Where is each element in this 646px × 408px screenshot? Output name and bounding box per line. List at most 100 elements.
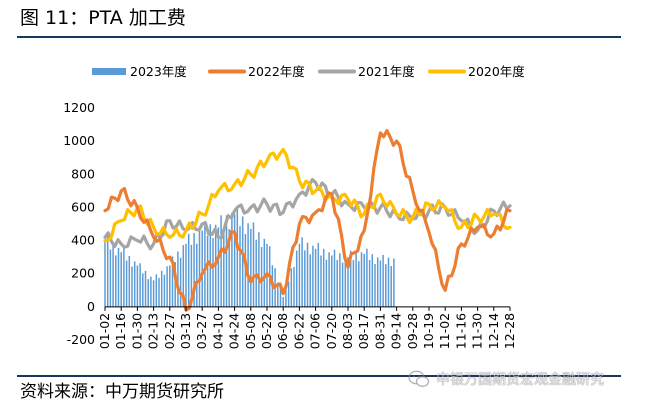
bar [120, 252, 122, 307]
bar [204, 220, 206, 307]
bar [368, 260, 371, 307]
x-tick-label: 08-03 [340, 313, 355, 349]
x-tick-label: 05-08 [243, 313, 258, 349]
legend-label-2020: 2020年度 [468, 64, 525, 79]
x-tick-label: 02-27 [162, 313, 177, 349]
bar [301, 237, 303, 307]
wechat-icon [408, 370, 430, 387]
x-axis: 01-02 01-16 01-30 02-13 02-27 03-13 03-27 04-10… [97, 306, 517, 349]
legend-label-2022: 2022年度 [248, 64, 305, 79]
bar [220, 215, 222, 307]
watermark: 申银万国期货宏观金融研究 [408, 366, 638, 392]
bar [206, 235, 209, 307]
bar [341, 262, 344, 307]
line-2022 [103, 128, 512, 312]
x-tick-label: 01-16 [113, 313, 128, 349]
footer-rule [17, 375, 621, 377]
bar [366, 248, 368, 307]
x-tick-label: 05-22 [259, 313, 274, 349]
x-tick-label: 07-06 [308, 313, 323, 349]
x-tick-label: 01-30 [129, 313, 144, 349]
bar [158, 277, 160, 307]
bar [193, 233, 195, 307]
x-tick-label: 12-14 [486, 313, 501, 349]
bar [339, 253, 341, 307]
title-rule [17, 36, 621, 38]
bar [179, 257, 182, 307]
x-tick-label: 09-28 [405, 313, 420, 349]
legend-swatch-2023 [92, 68, 126, 75]
bar [212, 237, 214, 307]
bar [279, 287, 282, 307]
y-tick-label: -200 [67, 332, 95, 347]
bar [139, 263, 141, 307]
bar [293, 266, 295, 307]
bar [387, 257, 390, 307]
bar [349, 250, 352, 307]
bar [239, 226, 241, 307]
bar [125, 260, 128, 307]
y-tick-label: 800 [71, 166, 95, 181]
x-tick-label: 08-17 [356, 313, 371, 349]
y-tick-label: 1200 [63, 100, 95, 115]
bar [322, 248, 325, 307]
bar [371, 254, 374, 307]
bar [252, 222, 255, 307]
bar [320, 255, 322, 307]
bar [285, 285, 287, 307]
bar [225, 215, 228, 307]
x-tick-label: 06-22 [291, 313, 306, 349]
bar [290, 268, 293, 307]
source-note: 资料来源：中万期货研究所 [20, 382, 224, 402]
bar [255, 239, 257, 307]
bar [201, 230, 203, 307]
bar [250, 228, 252, 307]
bar [287, 281, 290, 307]
bar [233, 214, 236, 307]
bar [182, 245, 185, 307]
bar [263, 238, 266, 307]
bar [198, 229, 201, 307]
y-tick-label: 600 [71, 199, 95, 214]
bar [390, 266, 392, 307]
bar [241, 216, 244, 307]
bar [260, 247, 263, 307]
bar [104, 240, 106, 307]
bar [363, 253, 365, 307]
watermark-text: 申银万国期货宏观金融研究 [436, 372, 604, 388]
x-tick-label: 06-08 [275, 313, 290, 349]
bar [147, 279, 149, 307]
y-tick-label: 1000 [63, 133, 95, 148]
bar [382, 254, 384, 307]
bar [314, 248, 317, 307]
bar [112, 242, 114, 307]
bar [150, 276, 152, 307]
bar [328, 252, 330, 307]
bar [196, 243, 198, 307]
legend-label-2021: 2021年度 [358, 64, 415, 79]
bar [231, 212, 233, 307]
bar [360, 252, 363, 307]
bar [385, 264, 387, 307]
bar [312, 245, 314, 307]
bar [152, 280, 155, 307]
bar [344, 254, 347, 307]
bar [185, 243, 187, 307]
bar [163, 274, 166, 307]
bar [282, 296, 284, 307]
bar [133, 261, 136, 307]
x-tick-label: 03-27 [194, 313, 209, 349]
bar [174, 262, 176, 307]
bar [331, 255, 333, 307]
x-tick-label: 08-31 [372, 313, 387, 349]
bar [136, 265, 139, 307]
bar [142, 273, 144, 307]
bar [317, 243, 320, 307]
bar [155, 274, 158, 307]
bar [304, 250, 306, 307]
bar [144, 270, 147, 307]
x-tick-label: 11-16 [453, 313, 468, 349]
legend: 2023年度 2022年度 2021年度 2020年度 [92, 64, 525, 79]
bar-series-2023 [104, 205, 395, 307]
y-axis: -200 0 200 400 600 800 1000 1200 [63, 100, 95, 347]
